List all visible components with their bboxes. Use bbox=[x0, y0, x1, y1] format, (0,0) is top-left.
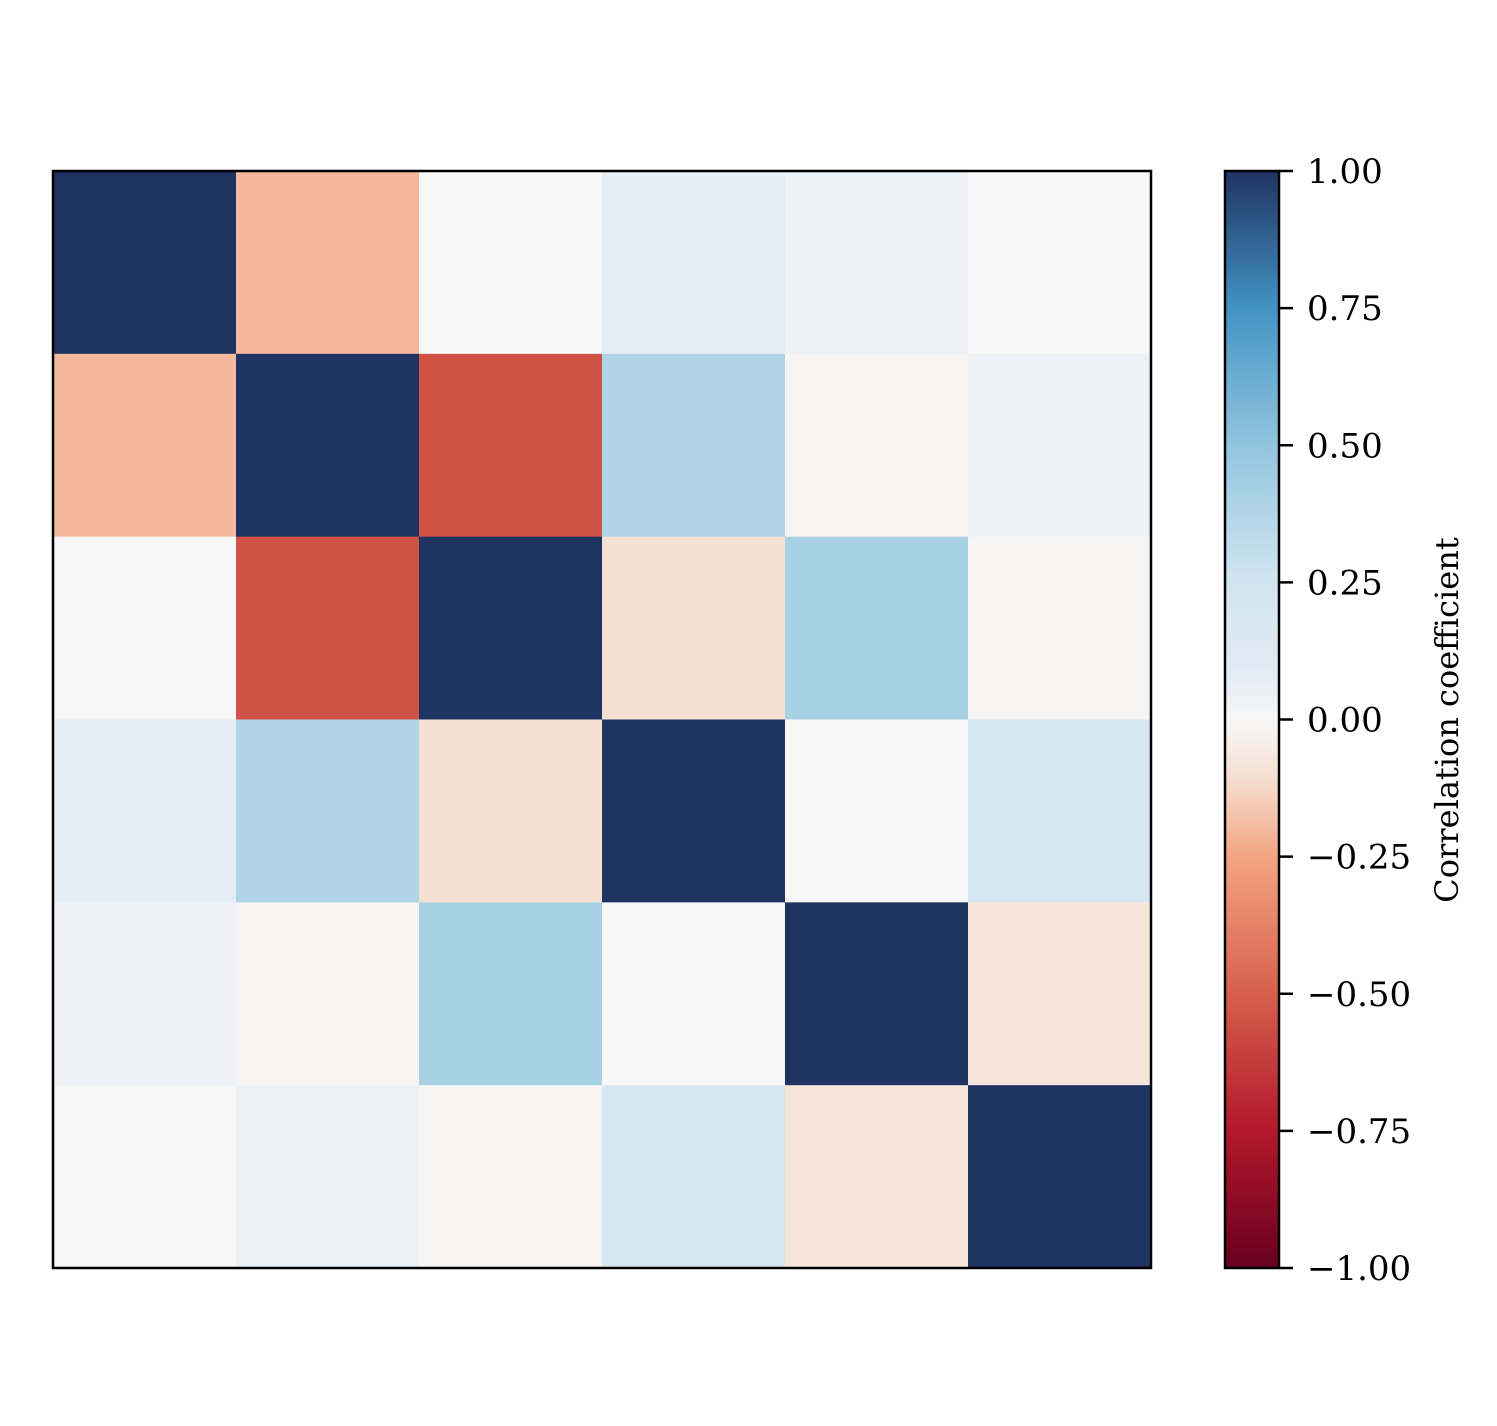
heatmap-cell-r4-c2 bbox=[419, 902, 603, 1086]
colorbar-tick-label: 0.75 bbox=[1307, 289, 1383, 329]
colorbar-tick-label: 0.50 bbox=[1307, 426, 1383, 466]
heatmap-cell-r0-c0 bbox=[53, 171, 237, 355]
heatmap-cell-r4-c1 bbox=[236, 902, 420, 1086]
heatmap-cell-r2-c5 bbox=[968, 536, 1152, 721]
heatmap-cell-r0-c3 bbox=[602, 171, 786, 355]
heatmap-cell-r1-c3 bbox=[602, 353, 786, 538]
heatmap-cell-r4-c3 bbox=[602, 902, 786, 1086]
heatmap-cell-r3-c3 bbox=[602, 719, 786, 903]
heatmap-cell-r3-c0 bbox=[53, 719, 237, 903]
heatmap-cell-r5-c1 bbox=[236, 1085, 420, 1269]
heatmap-cell-r4-c5 bbox=[968, 902, 1152, 1086]
heatmap-cell-r3-c4 bbox=[785, 719, 969, 903]
heatmap-cell-r0-c2 bbox=[419, 171, 603, 355]
heatmap-cell-r5-c5 bbox=[968, 1085, 1152, 1269]
heatmap-cell-r0-c1 bbox=[236, 171, 420, 355]
colorbar-tick-label: −0.50 bbox=[1307, 975, 1411, 1015]
heatmap-cell-r2-c2 bbox=[419, 536, 603, 721]
heatmap-cell-r5-c0 bbox=[53, 1085, 237, 1269]
heatmap-cell-r2-c0 bbox=[53, 536, 237, 721]
colorbar-tick-label: 0.25 bbox=[1307, 563, 1383, 603]
colorbar-tick-label: −0.25 bbox=[1307, 838, 1411, 878]
heatmap-cell-r3-c1 bbox=[236, 719, 420, 903]
heatmap-cell-r4-c4 bbox=[785, 902, 969, 1086]
heatmap-cell-r0-c4 bbox=[785, 171, 969, 355]
heatmap-frame bbox=[51, 169, 1153, 1270]
heatmap-cells bbox=[53, 171, 1152, 1269]
heatmap-cell-r3-c5 bbox=[968, 719, 1152, 903]
heatmap-cell-r5-c3 bbox=[602, 1085, 786, 1269]
colorbar-tick-label: −0.75 bbox=[1307, 1112, 1411, 1152]
heatmap-cell-r1-c0 bbox=[53, 353, 237, 538]
heatmap-cell-r2-c3 bbox=[602, 536, 786, 721]
heatmap-cell-r5-c4 bbox=[785, 1085, 969, 1269]
heatmap-cell-r1-c2 bbox=[419, 353, 603, 538]
heatmap-cell-r3-c2 bbox=[419, 719, 603, 903]
heatmap-cell-r2-c1 bbox=[236, 536, 420, 721]
heatmap-cell-r1-c4 bbox=[785, 353, 969, 538]
colorbar-label: Correlation coefficient bbox=[1428, 537, 1466, 903]
heatmap-cell-r0-c5 bbox=[968, 171, 1152, 355]
colorbar-tick-label: −1.00 bbox=[1307, 1249, 1411, 1289]
heatmap-cell-r1-c5 bbox=[968, 353, 1152, 538]
heatmap-cell-r5-c2 bbox=[419, 1085, 603, 1269]
heatmap-cell-r1-c1 bbox=[236, 353, 420, 538]
colorbar-tick-label: 1.00 bbox=[1307, 152, 1383, 192]
heatmap-cell-r4-c0 bbox=[53, 902, 237, 1086]
heatmap-cell-r2-c4 bbox=[785, 536, 969, 721]
colorbar: 1.00 0.75 0.50 0.25 0.00 −0.25 −0.50 −0.75 −1.00… bbox=[1223, 152, 1466, 1289]
colorbar-ticks: 1.00 0.75 0.50 0.25 0.00 −0.25 −0.50 −0.75 −1.00 bbox=[1279, 152, 1411, 1289]
colorbar-tick-label: 0.00 bbox=[1307, 701, 1383, 741]
colorbar-gradient-bar bbox=[1223, 169, 1281, 1270]
